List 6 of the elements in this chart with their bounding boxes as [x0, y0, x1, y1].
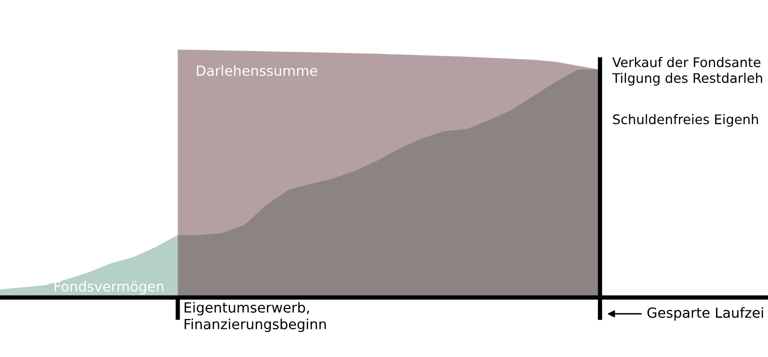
series-label: Darlehenssumme	[196, 65, 318, 76]
text: Verkauf der Fondsante Tilgung des Restdarleh	[612, 57, 762, 86]
series-label: Fondsvermögen	[54, 280, 164, 294]
text: Gesparte Laufzei	[647, 307, 763, 321]
text: Eigentumserwerb, Finanzierungsbeginn	[184, 302, 326, 332]
text: Schuldenfreies Eigenh	[613, 114, 758, 127]
